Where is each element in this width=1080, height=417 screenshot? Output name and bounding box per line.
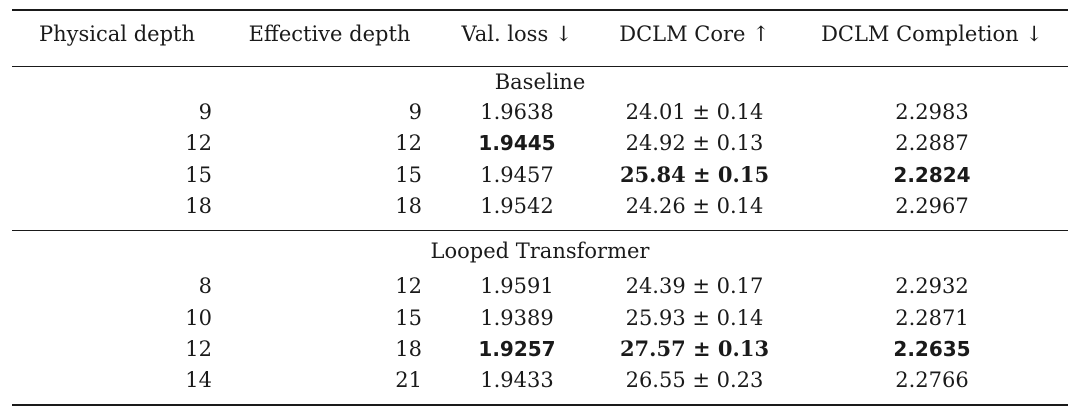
cell-effective-depth: 9 xyxy=(408,100,422,124)
cell-physical-depth: 18 xyxy=(185,194,212,218)
cell-dclm-completion-best: 2.2635 xyxy=(893,337,971,361)
cell-dclm-core: 24.01 ± 0.14 xyxy=(625,100,764,124)
header-rule xyxy=(12,66,1068,67)
table-row: 10 15 1.9389 25.93 ± 0.14 2.2871 xyxy=(12,303,1068,333)
cell-effective-depth: 18 xyxy=(395,337,422,361)
cell-effective-depth: 15 xyxy=(395,163,422,187)
header-dclm-core: DCLM Core ↑ xyxy=(619,22,770,46)
cell-dclm-completion-best: 2.2824 xyxy=(893,163,971,187)
cell-effective-depth: 15 xyxy=(395,306,422,330)
cell-effective-depth: 18 xyxy=(395,194,422,218)
table-row: 12 12 1.9445 24.92 ± 0.13 2.2887 xyxy=(12,128,1068,158)
cell-physical-depth: 9 xyxy=(198,100,212,124)
cell-val-loss: 1.9638 xyxy=(480,100,554,124)
table-row: 12 18 1.9257 27.57 ± 0.13 2.2635 xyxy=(12,334,1068,364)
section-title-looped-transformer: Looped Transformer xyxy=(430,239,650,263)
cell-dclm-core-best: 25.84 ± 0.15 xyxy=(619,162,770,187)
cell-effective-depth: 21 xyxy=(395,368,422,392)
table-row: 8 12 1.9591 24.39 ± 0.17 2.2932 xyxy=(12,271,1068,301)
cell-effective-depth: 12 xyxy=(395,131,422,155)
table-row: 14 21 1.9433 26.55 ± 0.23 2.2766 xyxy=(12,365,1068,395)
table-row: 18 18 1.9542 24.26 ± 0.14 2.2967 xyxy=(12,191,1068,221)
table-top-rule xyxy=(12,9,1068,11)
cell-dclm-completion: 2.2983 xyxy=(895,100,969,124)
cell-physical-depth: 15 xyxy=(185,163,212,187)
table-bottom-rule xyxy=(12,404,1068,406)
cell-dclm-completion: 2.2871 xyxy=(895,306,969,330)
header-physical-depth: Physical depth xyxy=(39,22,195,46)
cell-val-loss: 1.9433 xyxy=(480,368,554,392)
cell-physical-depth: 8 xyxy=(198,274,212,298)
cell-val-loss: 1.9542 xyxy=(480,194,554,218)
section-rule xyxy=(12,230,1068,231)
cell-effective-depth: 12 xyxy=(395,274,422,298)
cell-dclm-core: 24.26 ± 0.14 xyxy=(625,194,764,218)
cell-dclm-core: 26.55 ± 0.23 xyxy=(625,368,764,392)
cell-val-loss-best: 1.9257 xyxy=(478,337,556,361)
section-title-baseline: Baseline xyxy=(494,70,586,94)
cell-physical-depth: 12 xyxy=(185,131,212,155)
header-val-loss: Val. loss ↓ xyxy=(461,22,573,46)
cell-dclm-completion: 2.2967 xyxy=(895,194,969,218)
header-dclm-completion: DCLM Completion ↓ xyxy=(821,22,1043,46)
cell-dclm-core: 24.92 ± 0.13 xyxy=(625,131,764,155)
table-header-row: Physical depth Effective depth Val. loss… xyxy=(12,19,1068,49)
cell-val-loss: 1.9591 xyxy=(480,274,554,298)
cell-physical-depth: 10 xyxy=(185,306,212,330)
header-effective-depth: Effective depth xyxy=(248,22,411,46)
cell-physical-depth: 14 xyxy=(185,368,212,392)
cell-dclm-completion: 2.2766 xyxy=(895,368,969,392)
table-row: 9 9 1.9638 24.01 ± 0.14 2.2983 xyxy=(12,97,1068,127)
cell-val-loss: 1.9389 xyxy=(480,306,554,330)
cell-val-loss: 1.9457 xyxy=(480,163,554,187)
cell-physical-depth: 12 xyxy=(185,337,212,361)
cell-dclm-completion: 2.2932 xyxy=(895,274,969,298)
cell-dclm-core-best: 27.57 ± 0.13 xyxy=(619,336,770,361)
table-row: 15 15 1.9457 25.84 ± 0.15 2.2824 xyxy=(12,160,1068,190)
cell-val-loss-best: 1.9445 xyxy=(478,131,556,155)
cell-dclm-core: 24.39 ± 0.17 xyxy=(625,274,764,298)
cell-dclm-core: 25.93 ± 0.14 xyxy=(625,306,764,330)
cell-dclm-completion: 2.2887 xyxy=(895,131,969,155)
